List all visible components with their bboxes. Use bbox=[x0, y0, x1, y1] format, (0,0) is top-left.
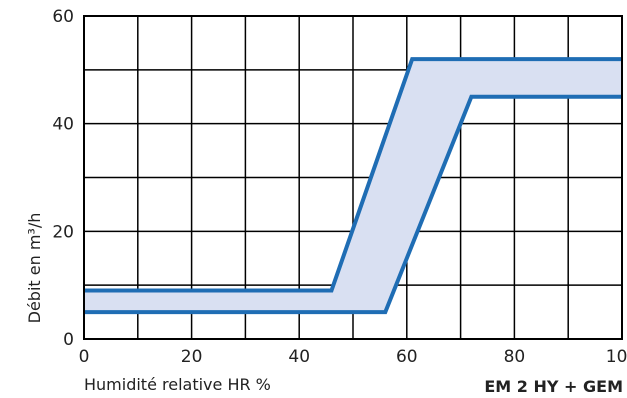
y-tick-label: 40 bbox=[52, 115, 74, 135]
band-area bbox=[84, 59, 622, 313]
x-axis-label: Humidité relative HR % bbox=[84, 375, 271, 394]
x-tick-label: 80 bbox=[504, 347, 526, 367]
y-axis-label: Débit en m³/h bbox=[25, 213, 44, 324]
y-tick-label: 20 bbox=[52, 222, 74, 242]
series-lines bbox=[84, 57, 622, 315]
plot-frame bbox=[83, 15, 623, 340]
y-tick-label: 0 bbox=[63, 330, 74, 350]
y-tick-label: 60 bbox=[52, 7, 74, 27]
x-tick-label: 100 bbox=[606, 347, 627, 367]
x-tick-labels: 0 20 40 60 80 100 bbox=[79, 347, 627, 367]
x-tick-label: 60 bbox=[396, 347, 418, 367]
x-tick-label: 20 bbox=[181, 347, 203, 367]
upper-limit-line bbox=[84, 57, 622, 293]
lower-limit-line bbox=[84, 94, 622, 315]
x-tick-label: 0 bbox=[79, 347, 90, 367]
x-tick-label: 40 bbox=[288, 347, 310, 367]
y-tick-labels: 0 20 40 60 bbox=[52, 7, 74, 350]
chart-caption: EM 2 HY + GEM bbox=[484, 377, 623, 396]
